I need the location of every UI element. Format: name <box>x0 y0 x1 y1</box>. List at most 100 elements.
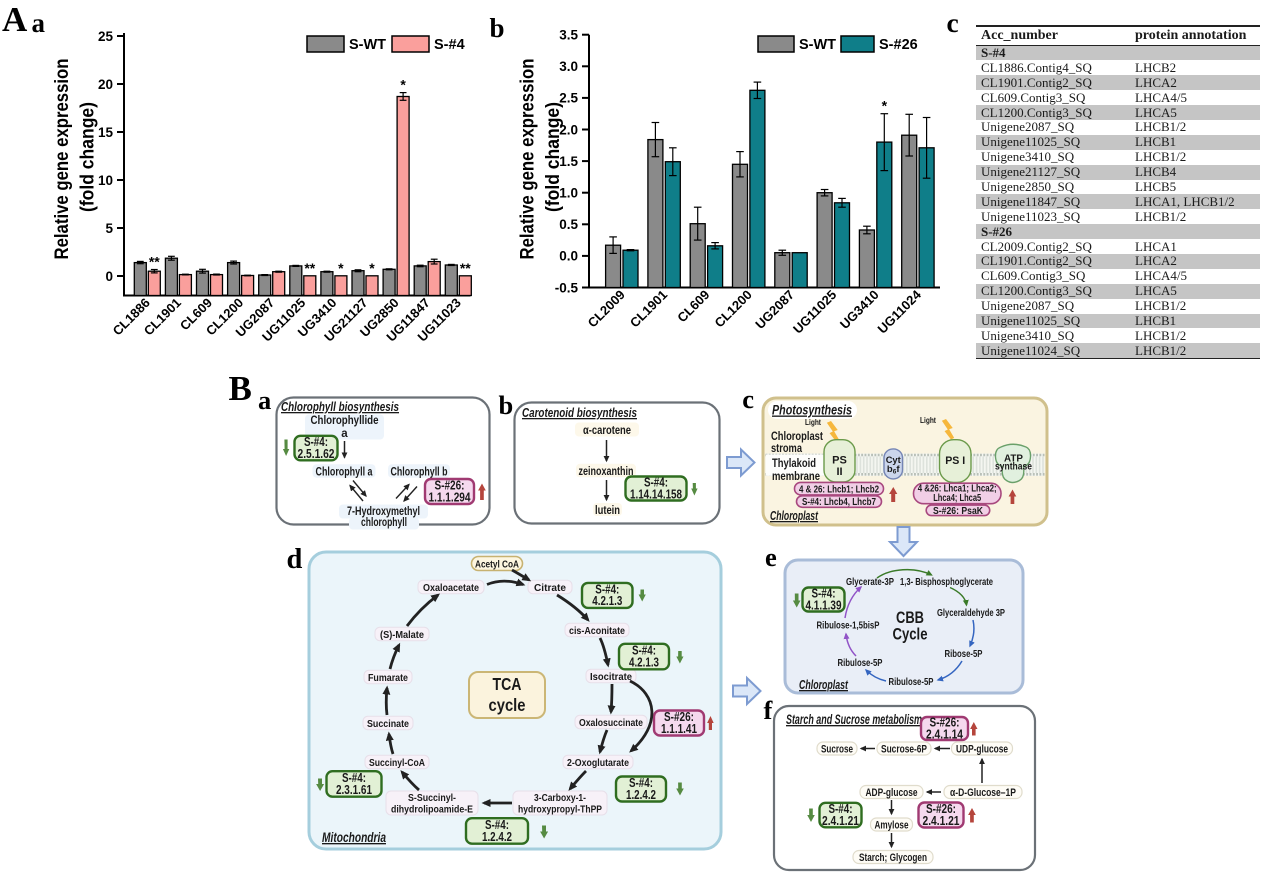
svg-text:S-WT: S-WT <box>799 37 836 53</box>
svg-text:dihydrolipoamide-E: dihydrolipoamide-E <box>391 804 473 816</box>
svg-text:2.0: 2.0 <box>559 122 578 137</box>
svg-text:II: II <box>836 466 842 478</box>
svg-text:α-D-Glucose–1P: α-D-Glucose–1P <box>950 787 1016 799</box>
svg-text:**: ** <box>460 260 471 276</box>
svg-text:chlorophyll: chlorophyll <box>361 517 407 529</box>
svg-text:5: 5 <box>105 221 113 236</box>
svg-text:Isocitrate: Isocitrate <box>590 671 632 683</box>
svg-text:Cycle: Cycle <box>893 626 928 644</box>
svg-text:Ribulose-5P: Ribulose-5P <box>838 657 883 669</box>
svg-text:Photosynthesis: Photosynthesis <box>772 403 852 418</box>
svg-text:S-#4: S-#4 <box>434 37 465 53</box>
svg-text:S-#4:: S-#4: <box>485 818 509 832</box>
svg-text:Sucrose: Sucrose <box>821 743 853 755</box>
svg-text:Carotenoid biosynthesis: Carotenoid biosynthesis <box>522 405 637 420</box>
svg-text:hydroxypropyl-ThPP: hydroxypropyl-ThPP <box>518 804 602 816</box>
svg-text:S-#4:: S-#4: <box>595 583 619 597</box>
svg-text:*: * <box>400 77 406 93</box>
svg-text:Chlorophyll biosynthesis: Chlorophyll biosynthesis <box>281 399 399 414</box>
svg-text:S-#4:: S-#4: <box>629 776 653 790</box>
svg-text:lutein: lutein <box>595 505 620 517</box>
svg-text:4.2.1.3: 4.2.1.3 <box>592 594 622 608</box>
svg-text:Glyceraldehyde 3P: Glyceraldehyde 3P <box>937 607 1005 619</box>
svg-text:Sucrose-6P: Sucrose-6P <box>881 743 927 755</box>
svg-text:-0.5: -0.5 <box>555 280 579 295</box>
svg-text:S-#4:: S-#4: <box>829 802 853 816</box>
svg-text:Lhca4; Lhca5: Lhca4; Lhca5 <box>933 492 981 504</box>
svg-text:Relative gene expression: Relative gene expression <box>518 59 539 260</box>
svg-text:UG11024: UG11024 <box>875 286 925 336</box>
svg-text:S-Succinyl-: S-Succinyl- <box>408 792 456 804</box>
svg-text:Chlorophyll a: Chlorophyll a <box>316 466 373 478</box>
svg-text:2.4.1.21: 2.4.1.21 <box>822 814 859 828</box>
svg-text:Cyt: Cyt <box>886 455 902 466</box>
svg-text:UDP-glucose: UDP-glucose <box>956 743 1008 755</box>
svg-text:ADP-glucose: ADP-glucose <box>866 787 918 799</box>
svg-text:cycle: cycle <box>489 695 526 715</box>
svg-text:2.5: 2.5 <box>559 91 578 106</box>
svg-text:α-carotene: α-carotene <box>583 425 631 437</box>
svg-text:Starch; Glycogen: Starch; Glycogen <box>859 852 927 864</box>
svg-text:Glycerate-3P: Glycerate-3P <box>846 576 894 588</box>
svg-text:S-#26: S-#26 <box>879 37 918 53</box>
svg-text:S-#26:: S-#26: <box>435 479 465 493</box>
svg-text:0.0: 0.0 <box>559 249 578 264</box>
svg-text:1,3- Bisphosphoglycerate: 1,3- Bisphosphoglycerate <box>900 576 993 588</box>
svg-text:1.5: 1.5 <box>559 154 578 169</box>
svg-text:Light: Light <box>920 415 936 425</box>
svg-text:S-#4:: S-#4: <box>644 476 668 490</box>
svg-text:1.0: 1.0 <box>559 186 578 201</box>
svg-text:0.5: 0.5 <box>559 217 578 232</box>
svg-text:Starch and Sucrose metabolism: Starch and Sucrose metabolism <box>786 712 922 727</box>
svg-text:10: 10 <box>98 173 113 188</box>
svg-text:Ribose-5P: Ribose-5P <box>945 648 983 660</box>
svg-text:*: * <box>338 260 344 276</box>
svg-text:2.4.1.21: 2.4.1.21 <box>923 814 960 828</box>
svg-text:S-#26: PsaK: S-#26: PsaK <box>933 505 983 517</box>
svg-text:1.14.14.158: 1.14.14.158 <box>630 487 682 501</box>
svg-text:Oxalosuccinate: Oxalosuccinate <box>579 717 643 729</box>
svg-text:synthase: synthase <box>995 461 1032 473</box>
svg-text:CL1200: CL1200 <box>712 287 755 330</box>
svg-text:CL1901: CL1901 <box>627 287 670 330</box>
svg-text:S-WT: S-WT <box>349 37 386 53</box>
svg-text:**: ** <box>304 260 315 276</box>
svg-text:25: 25 <box>98 29 114 44</box>
svg-text:Citrate: Citrate <box>534 582 566 594</box>
svg-text:S-#26:: S-#26: <box>930 716 960 730</box>
svg-text:Ribulose-1,5bisP: Ribulose-1,5bisP <box>817 620 880 632</box>
svg-text:S-#4: Lhcb4, Lhcb7: S-#4: Lhcb4, Lhcb7 <box>802 496 876 508</box>
svg-text:S-#26:: S-#26: <box>664 710 694 724</box>
svg-text:Chlorophyllide: Chlorophyllide <box>311 415 379 427</box>
svg-text:1.2.4.2: 1.2.4.2 <box>482 830 512 844</box>
svg-text:(fold change): (fold change) <box>543 102 564 212</box>
svg-text:b6f: b6f <box>887 464 900 476</box>
svg-text:1.2.4.2: 1.2.4.2 <box>626 788 656 802</box>
svg-text:Succinyl-CoA: Succinyl-CoA <box>369 757 425 769</box>
svg-text:stroma: stroma <box>771 443 802 455</box>
svg-text:Chloroplast: Chloroplast <box>799 677 848 692</box>
svg-text:1.1.1.41: 1.1.1.41 <box>661 722 697 736</box>
svg-text:1.1.1.294: 1.1.1.294 <box>429 490 471 504</box>
svg-text:Amylose: Amylose <box>875 819 909 831</box>
svg-text:cis-Aconitate: cis-Aconitate <box>569 625 625 637</box>
svg-text:Oxaloacetate: Oxaloacetate <box>423 582 479 594</box>
svg-text:membrane: membrane <box>772 471 820 483</box>
svg-text:Thylakoid: Thylakoid <box>772 458 816 470</box>
svg-text:Chloroplast: Chloroplast <box>771 431 823 443</box>
svg-text:S-#26:: S-#26: <box>926 802 956 816</box>
svg-text:4 & 26: Lhcb1; Lhcb2: 4 & 26: Lhcb1; Lhcb2 <box>799 483 879 495</box>
svg-text:Succinate: Succinate <box>367 718 409 730</box>
svg-text:2.5.1.62: 2.5.1.62 <box>298 447 335 461</box>
svg-text:2.4.1.14: 2.4.1.14 <box>926 727 963 741</box>
svg-text:zeinoxanthin: zeinoxanthin <box>579 466 634 478</box>
svg-text:S-#4:: S-#4: <box>632 644 656 658</box>
svg-text:Chloroplast: Chloroplast <box>770 508 818 523</box>
svg-text:2-Oxoglutarate: 2-Oxoglutarate <box>567 757 629 769</box>
svg-text:*: * <box>882 98 888 114</box>
svg-text:S-#4:: S-#4: <box>342 771 366 785</box>
svg-text:**: ** <box>149 254 160 270</box>
svg-text:15: 15 <box>98 125 114 140</box>
svg-text:ATP: ATP <box>1004 453 1023 465</box>
svg-text:CL609: CL609 <box>674 287 712 325</box>
